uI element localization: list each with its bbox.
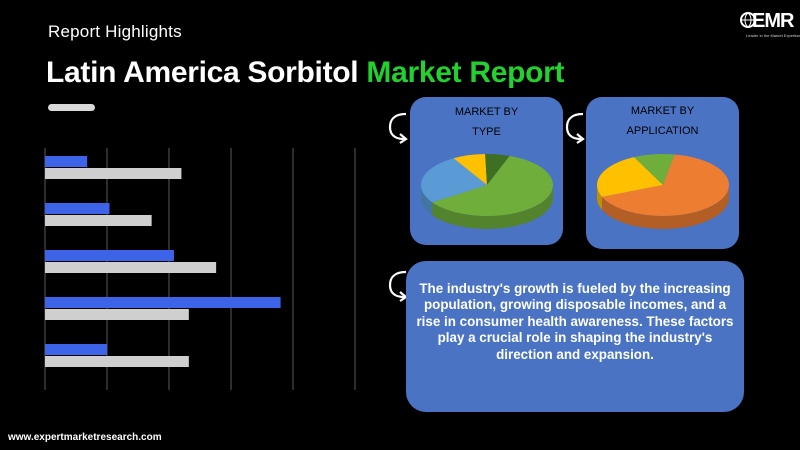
bar xyxy=(45,156,88,167)
footer-url: www.expertmarketresearch.com xyxy=(8,432,162,443)
curved-arrow-icon xyxy=(388,112,408,144)
logo-wordmark: EMR xyxy=(752,10,794,32)
emr-logo: EMR Leader in the Market Expertise xyxy=(738,6,800,46)
summary-text: The industry's growth is fueled by the i… xyxy=(416,281,734,362)
bar xyxy=(45,344,107,355)
pie-slice-side xyxy=(601,185,729,230)
title-main: Latin America Sorbitol xyxy=(46,56,367,89)
report-highlights-label: Report Highlights xyxy=(48,22,182,41)
pie-slice-side xyxy=(432,185,553,229)
type-card-line2: TYPE xyxy=(472,126,501,138)
page-title: Latin America Sorbitol Market Report xyxy=(46,56,565,90)
logo-globe-icon xyxy=(740,12,756,28)
bar xyxy=(45,168,182,179)
type-pie-chart xyxy=(421,154,553,229)
pie-slice-side xyxy=(421,185,433,216)
pie-slice xyxy=(597,157,663,197)
bar xyxy=(45,250,174,261)
bar xyxy=(45,215,152,226)
curved-arrow-icon xyxy=(565,112,585,144)
summary-card: The industry's growth is fueled by the i… xyxy=(406,261,744,412)
bar xyxy=(45,356,189,367)
pie-slice xyxy=(601,154,729,216)
application-card-line1: MARKET BY xyxy=(630,105,695,117)
application-pie-chart xyxy=(597,154,729,230)
application-card-line2: APPLICATION xyxy=(626,125,699,137)
pie-slice xyxy=(421,158,487,203)
bar-chart xyxy=(44,148,356,390)
pie-slice xyxy=(634,154,675,185)
title-accent: Market Report xyxy=(366,56,565,89)
bar xyxy=(45,262,217,273)
pie-slice xyxy=(453,154,487,185)
type-card-line1: MARKET BY xyxy=(454,106,519,118)
market-by-type-card: MARKET BY TYPE xyxy=(410,97,563,245)
pie-slice xyxy=(432,155,553,216)
pie-slice-side xyxy=(597,185,602,210)
bar xyxy=(45,297,281,308)
market-by-application-card: MARKET BY APPLICATION xyxy=(586,97,739,249)
decorative-pill xyxy=(48,104,95,111)
pie-slice xyxy=(485,154,510,185)
bar xyxy=(45,309,189,320)
logo-tagline: Leader in the Market Expertise xyxy=(746,33,800,38)
bar xyxy=(45,203,110,214)
